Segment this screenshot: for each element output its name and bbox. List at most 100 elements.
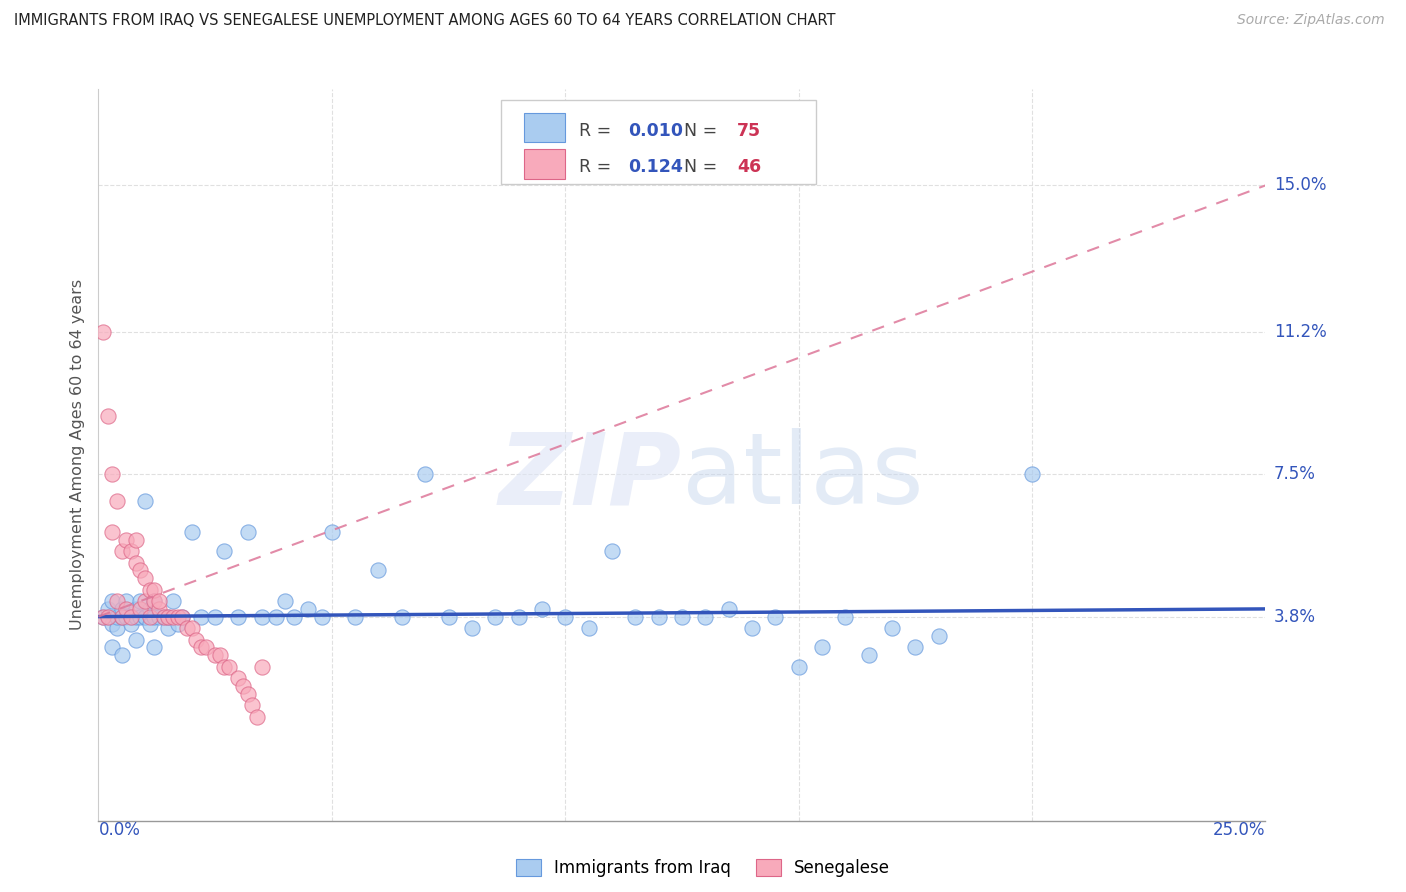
Point (695, 609, 717, 624)
Point (143, 609, 166, 624)
Point (811, 640, 834, 655)
Point (176, 621, 198, 635)
Point (115, 594, 138, 608)
Point (101, 640, 124, 655)
Point (236, 687, 259, 701)
Point (139, 609, 162, 624)
Point (186, 632, 208, 647)
Point (344, 609, 367, 624)
Point (105, 609, 128, 624)
Text: 75: 75 (737, 121, 761, 140)
Point (111, 648, 134, 662)
Point (143, 582, 166, 597)
Point (125, 533, 148, 547)
Point (264, 609, 287, 624)
Point (242, 698, 264, 713)
Point (928, 629, 950, 643)
Point (125, 602, 148, 616)
Point (111, 602, 134, 616)
Point (97, 609, 120, 624)
Point (120, 544, 142, 558)
Point (101, 467, 124, 482)
Point (232, 679, 254, 693)
Point (111, 609, 134, 624)
Point (208, 648, 231, 662)
Point (120, 609, 142, 624)
Point (194, 640, 217, 655)
Point (111, 609, 134, 624)
Text: R =: R = (579, 121, 617, 140)
Text: 15.0%: 15.0% (1274, 177, 1326, 194)
Point (115, 602, 138, 616)
Point (111, 544, 134, 558)
Point (228, 671, 250, 685)
Point (105, 621, 128, 635)
Point (172, 609, 194, 624)
Point (218, 659, 240, 673)
FancyBboxPatch shape (501, 100, 815, 185)
Point (166, 609, 188, 624)
Point (214, 544, 236, 558)
Point (250, 609, 273, 624)
Point (484, 609, 506, 624)
Point (125, 609, 148, 624)
Point (157, 609, 180, 624)
Text: 7.5%: 7.5% (1274, 465, 1316, 483)
Point (129, 563, 152, 577)
Text: 0.0%: 0.0% (98, 821, 141, 838)
Y-axis label: Unemployment Among Ages 60 to 64 years: Unemployment Among Ages 60 to 64 years (69, 279, 84, 631)
Point (763, 609, 786, 624)
Text: 0.010: 0.010 (628, 121, 683, 140)
Point (148, 602, 170, 616)
Point (97, 602, 120, 616)
Text: N =: N = (685, 158, 723, 176)
Point (283, 609, 305, 624)
Point (624, 609, 647, 624)
Point (120, 617, 142, 632)
Point (214, 659, 236, 673)
Point (166, 617, 188, 632)
Text: IMMIGRANTS FROM IRAQ VS SENEGALESE UNEMPLOYMENT AMONG AGES 60 TO 64 YEARS CORREL: IMMIGRANTS FROM IRAQ VS SENEGALESE UNEMP… (14, 13, 835, 29)
Point (115, 533, 138, 547)
Point (204, 609, 226, 624)
Point (148, 594, 170, 608)
FancyBboxPatch shape (524, 149, 565, 178)
Point (97, 409, 120, 424)
Point (190, 640, 212, 655)
Point (437, 609, 460, 624)
Point (120, 609, 142, 624)
Point (172, 609, 194, 624)
Point (834, 609, 856, 624)
Point (157, 621, 180, 635)
Point (162, 594, 184, 608)
Point (129, 602, 152, 616)
Point (125, 556, 148, 570)
Point (508, 609, 530, 624)
Point (600, 544, 623, 558)
Point (134, 571, 156, 585)
Point (228, 609, 250, 624)
Text: 25.0%: 25.0% (1213, 821, 1265, 838)
Point (152, 609, 174, 624)
Point (125, 632, 148, 647)
Text: 3.8%: 3.8% (1274, 607, 1316, 625)
Point (297, 602, 319, 616)
Point (134, 609, 156, 624)
Point (148, 609, 170, 624)
Point (311, 609, 333, 624)
Point (858, 648, 880, 662)
Point (321, 524, 343, 539)
Point (134, 494, 156, 508)
Point (190, 609, 212, 624)
Point (250, 659, 273, 673)
Text: N =: N = (685, 121, 723, 140)
Point (129, 594, 152, 608)
FancyBboxPatch shape (524, 113, 565, 143)
Point (461, 621, 484, 635)
Point (143, 640, 166, 655)
Point (115, 609, 138, 624)
Point (413, 467, 436, 482)
Point (717, 602, 740, 616)
Text: 11.2%: 11.2% (1274, 323, 1326, 341)
Text: atlas: atlas (682, 428, 924, 525)
